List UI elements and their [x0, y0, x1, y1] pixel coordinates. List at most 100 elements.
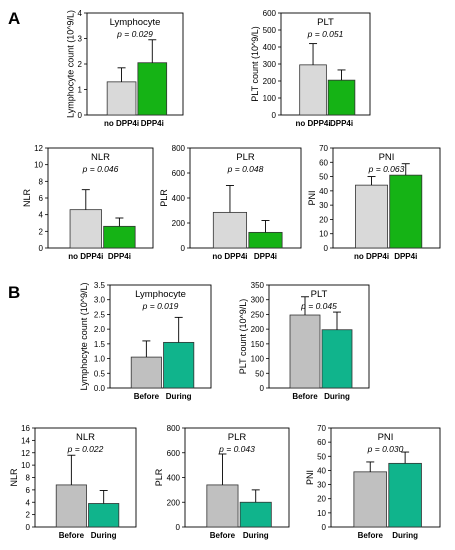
p-value-label: p = 0.019 [142, 301, 179, 311]
chart-title: PLT [311, 289, 328, 300]
bar [327, 79, 356, 116]
y-tick-label: 30 [317, 481, 326, 490]
y-tick-label: 500 [263, 26, 277, 35]
category-label: DPP4i [108, 252, 131, 261]
category-label: During [392, 531, 418, 540]
y-axis-label: PLT count (10^9/L) [238, 299, 248, 374]
category-label: no DPP4i [212, 252, 247, 261]
y-tick-label: 12 [21, 449, 30, 458]
y-tick-label: 16 [21, 424, 30, 433]
p-value-label: p = 0.063 [368, 164, 405, 174]
bar [88, 503, 120, 528]
bar [206, 484, 239, 528]
chart-title: PLT [317, 17, 334, 28]
chart-title: PLR [236, 152, 255, 163]
y-tick-label: 250 [251, 310, 265, 319]
y-tick-label: 1.0 [94, 355, 106, 364]
y-tick-label: 0 [78, 111, 83, 120]
y-tick-label: 4 [26, 498, 31, 507]
category-label: During [166, 392, 192, 401]
p-value-label: p = 0.046 [82, 164, 119, 174]
y-tick-label: 200 [172, 219, 186, 228]
bar [212, 211, 248, 249]
y-tick-label: 100 [251, 355, 265, 364]
y-tick-label: 50 [317, 452, 326, 461]
y-tick-label: 400 [263, 43, 277, 52]
y-tick-label: 50 [255, 369, 264, 378]
y-axis-label: Lymphocyte count (10^9/L) [79, 283, 89, 391]
y-tick-label: 0 [260, 384, 265, 393]
y-axis-label: NLR [9, 468, 19, 487]
panel-label-b: B [8, 283, 20, 302]
y-tick-label: 70 [319, 144, 328, 153]
y-axis-label: PLR [154, 468, 164, 486]
y-tick-label: 200 [251, 325, 265, 334]
y-tick-label: 40 [319, 187, 328, 196]
y-tick-label: 150 [251, 340, 265, 349]
y-axis-label: Lymphocyte count (10^9/L) [65, 10, 75, 118]
y-tick-label: 70 [317, 424, 326, 433]
y-tick-label: 100 [263, 94, 277, 103]
y-tick-label: 3 [78, 35, 83, 44]
bar [353, 471, 387, 528]
p-value-label: p = 0.030 [367, 444, 404, 454]
category-label: Before [358, 531, 384, 540]
y-tick-label: 2 [26, 511, 31, 520]
y-tick-label: 0.0 [94, 384, 106, 393]
y-tick-label: 20 [317, 495, 326, 504]
y-tick-label: 2.0 [94, 325, 106, 334]
p-value-label: p = 0.045 [300, 301, 337, 311]
category-label: Before [292, 392, 318, 401]
category-label: DPP4i [394, 252, 417, 261]
category-label: Before [210, 531, 236, 540]
y-tick-label: 1.5 [94, 340, 106, 349]
y-tick-label: 14 [21, 436, 30, 445]
y-tick-label: 0 [26, 523, 31, 532]
y-tick-label: 40 [317, 466, 326, 475]
category-label: During [91, 531, 117, 540]
category-label: DPP4i [254, 252, 277, 261]
bar [355, 184, 388, 249]
category-label: no DPP4i [354, 252, 389, 261]
bar [163, 341, 195, 389]
y-tick-label: 3.5 [94, 281, 106, 290]
y-tick-label: 6 [39, 194, 44, 203]
y-tick-label: 10 [319, 230, 328, 239]
y-tick-label: 300 [263, 60, 277, 69]
category-label: Before [134, 392, 160, 401]
y-axis-label: PNI [305, 470, 315, 485]
p-value-label: p = 0.029 [116, 29, 153, 39]
category-label: During [324, 392, 350, 401]
bar [321, 329, 353, 389]
y-tick-label: 12 [34, 144, 43, 153]
y-tick-label: 200 [167, 498, 181, 507]
bar [55, 484, 87, 528]
y-tick-label: 60 [317, 438, 326, 447]
y-tick-label: 60 [319, 158, 328, 167]
chart-title: PNI [379, 152, 395, 163]
y-tick-label: 4 [39, 211, 44, 220]
y-tick-label: 200 [263, 77, 277, 86]
category-label: no DPP4i [68, 252, 103, 261]
p-value-label: p = 0.048 [227, 164, 264, 174]
y-tick-label: 0 [322, 523, 327, 532]
bar [106, 81, 137, 116]
y-tick-label: 8 [39, 177, 44, 186]
bar [289, 314, 321, 389]
chart-title: PLR [228, 432, 247, 443]
y-tick-label: 0 [272, 111, 277, 120]
y-tick-label: 0.5 [94, 369, 106, 378]
y-tick-label: 600 [172, 169, 186, 178]
y-tick-label: 0 [181, 244, 186, 253]
p-value-label: p = 0.043 [218, 444, 255, 454]
y-tick-label: 2 [78, 60, 83, 69]
y-axis-label: PLT count (10^9/L) [250, 26, 260, 101]
y-axis-label: NLR [22, 189, 32, 208]
category-label: During [243, 531, 269, 540]
